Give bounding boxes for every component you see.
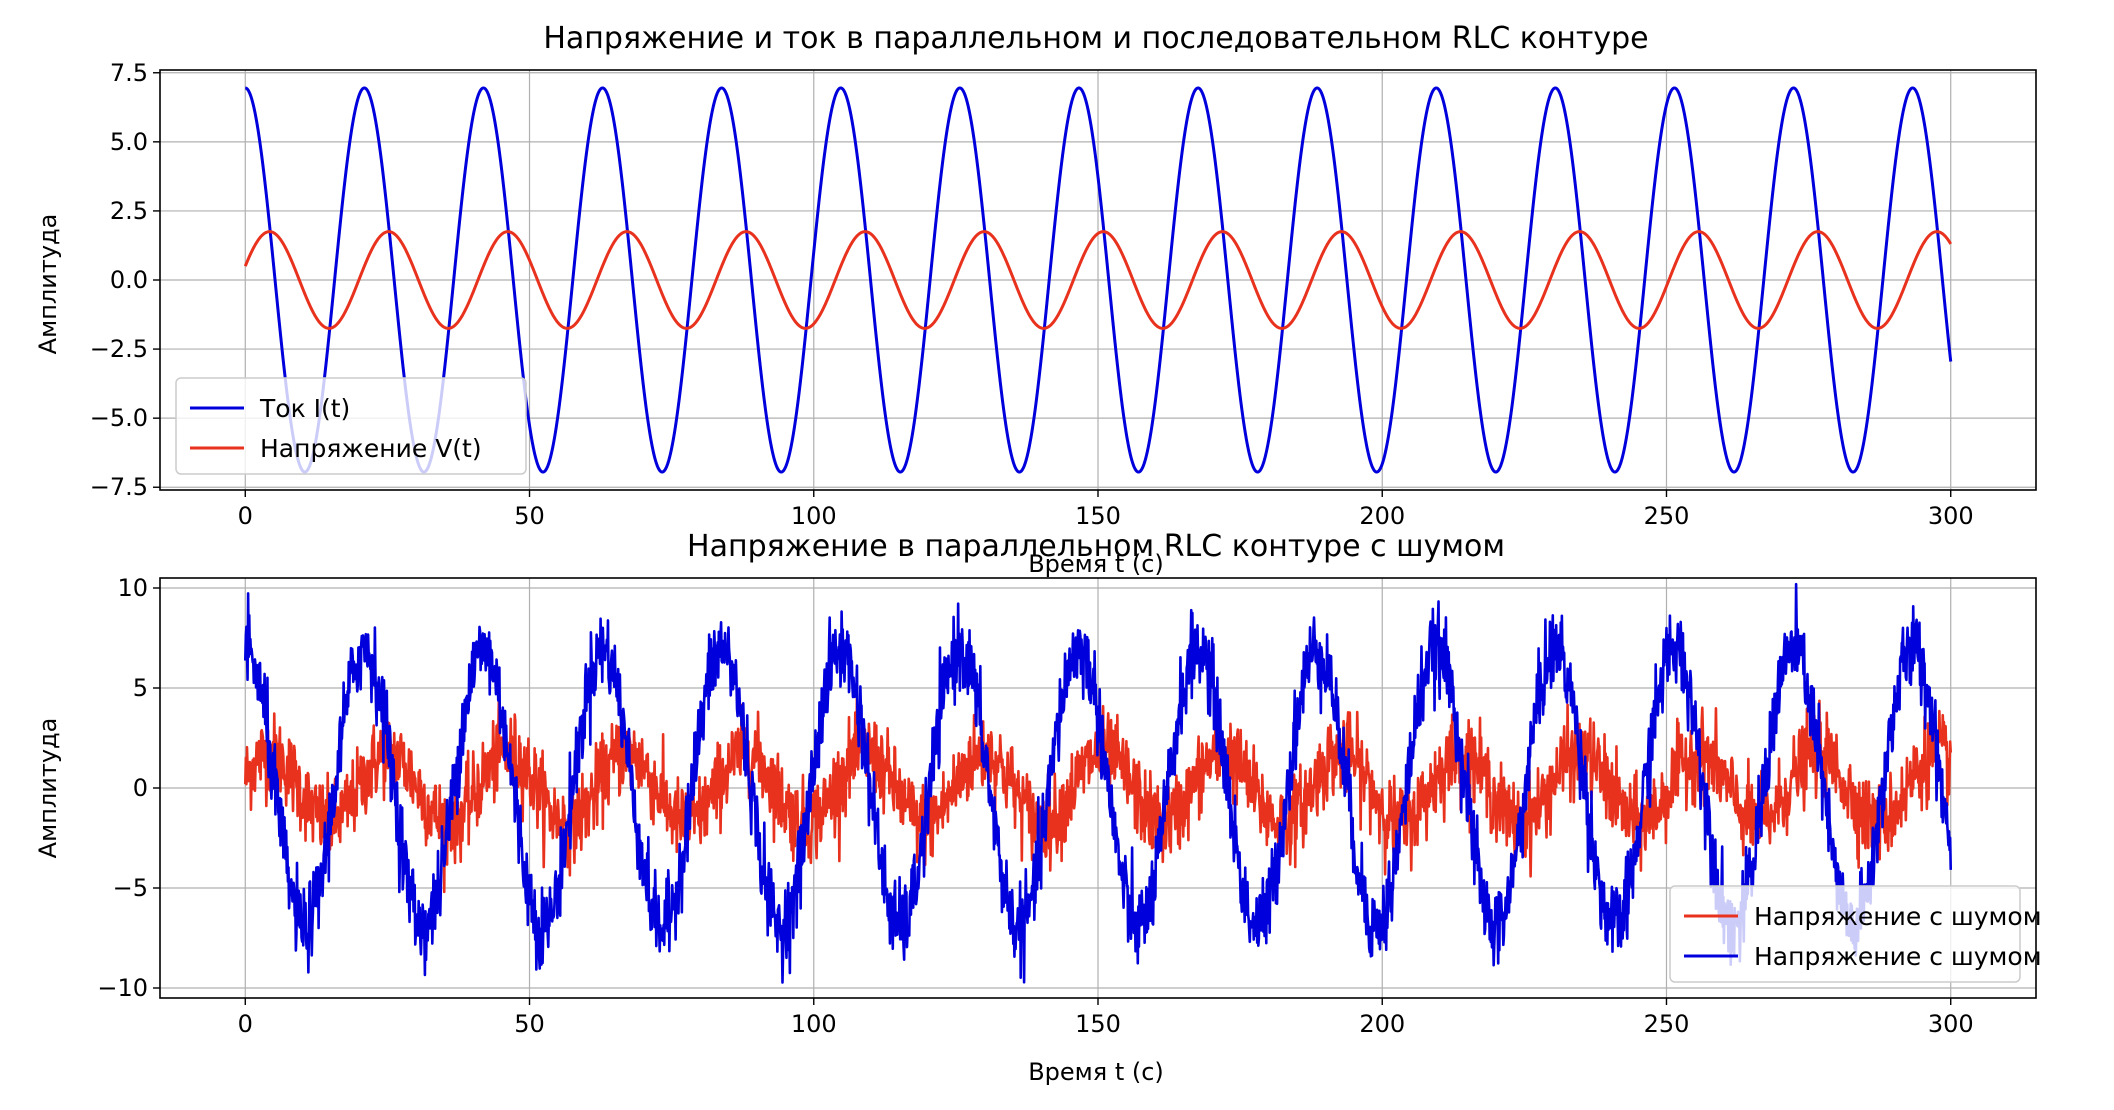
series-line-1 (244, 86, 1953, 474)
legend-label: Напряжение V(t) (260, 434, 482, 463)
y-axis-label: Амплитуда (34, 718, 62, 859)
x-tick-label: 150 (1075, 502, 1121, 530)
y-tick-label: 7.5 (110, 59, 148, 87)
x-tick-label: 300 (1928, 502, 1974, 530)
legend-box (175, 377, 527, 475)
series-line-2 (243, 582, 1953, 984)
plot-area: 0 50 100 150 200 250 300 −10 −5 0 5 10 (97, 574, 2037, 1038)
x-axis-label: Время t (с) (1028, 550, 1164, 578)
x-tick-label: 150 (1075, 1010, 1121, 1038)
noisy-voltage-chart: 0 50 100 150 200 250 300 −10 −5 0 5 10 Напряжение в… (34, 529, 2042, 1086)
y-axis-label: Амплитуда (34, 214, 62, 355)
y-tick-label: −5 (113, 874, 148, 902)
x-tick-label: 50 (514, 502, 545, 530)
y-tick-label: −2.5 (90, 335, 148, 363)
y-tick-label: 5 (133, 674, 148, 702)
y-tick-label: −7.5 (90, 473, 148, 501)
legend-box (1669, 885, 2021, 983)
legend: Напряжение с шумом Напряжение с шумом (1669, 885, 2042, 983)
x-tick-label: 200 (1359, 1010, 1405, 1038)
legend: Ток I(t) Напряжение V(t) (175, 377, 527, 475)
y-tick-label: 0 (133, 774, 148, 802)
x-tick-label: 300 (1928, 1010, 1974, 1038)
x-tick-label: 0 (238, 502, 253, 530)
legend-label: Напряжение с шумом (1754, 942, 2042, 971)
y-tick-label: −10 (97, 974, 148, 1002)
y-tick-label: 10 (117, 574, 148, 602)
x-tick-label: 250 (1644, 502, 1690, 530)
chart-title: Напряжение и ток в параллельном и послед… (543, 21, 1648, 56)
y-tick-label: 2.5 (110, 197, 148, 225)
legend-label: Ток I(t) (259, 394, 350, 423)
x-tick-label: 0 (238, 1010, 253, 1038)
x-tick-label: 50 (514, 1010, 545, 1038)
current-voltage-chart: 0 50 100 150 200 250 300 −7.5 −5.0 −2.5 0.0 2.5 5.0 7… (34, 21, 2037, 578)
x-axis-label: Время t (с) (1028, 1058, 1164, 1086)
grid (160, 70, 2036, 490)
x-tick-label: 200 (1359, 502, 1405, 530)
x-tick-label: 100 (791, 502, 837, 530)
x-tick-label: 250 (1644, 1010, 1690, 1038)
y-tick-label: −5.0 (90, 404, 148, 432)
y-tick-label: 0.0 (110, 266, 148, 294)
x-tick-label: 100 (791, 1010, 837, 1038)
legend-label: Напряжение с шумом (1754, 902, 2042, 931)
series-line-2 (243, 230, 1953, 330)
chart-title: Напряжение в параллельном RLC контуре с … (687, 529, 1505, 564)
plot-area: 0 50 100 150 200 250 300 −7.5 −5.0 −2.5 0.0 2.5 5.0 7… (90, 59, 2037, 530)
y-tick-label: 5.0 (110, 128, 148, 156)
